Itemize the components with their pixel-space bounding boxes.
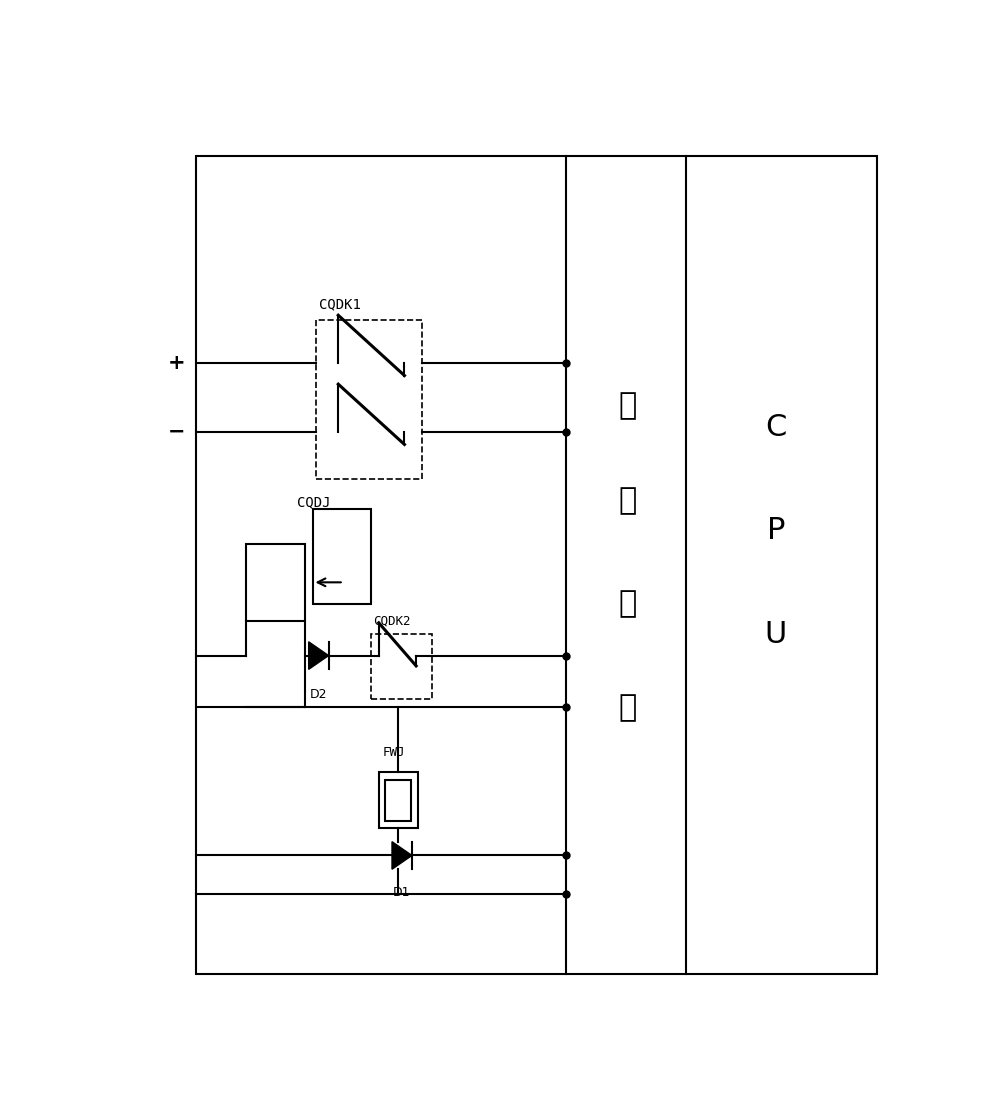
Bar	[313, 509, 371, 604]
Text: 源: 源	[619, 486, 637, 515]
Text: +: +	[168, 352, 185, 373]
Text: U: U	[765, 620, 787, 649]
Polygon shape	[309, 642, 329, 669]
Text: FWJ: FWJ	[383, 746, 405, 759]
Text: C: C	[765, 413, 787, 442]
Text: −: −	[168, 422, 185, 442]
Bar	[196, 156, 877, 975]
Bar	[371, 634, 432, 698]
Text: CQDK1: CQDK1	[319, 297, 361, 311]
Text: CQDK2: CQDK2	[373, 615, 411, 628]
Text: CQDJ: CQDJ	[297, 495, 331, 509]
Text: P: P	[767, 516, 785, 545]
Text: D2: D2	[310, 688, 328, 702]
Bar	[379, 772, 418, 828]
Bar	[246, 544, 305, 621]
Text: 插: 插	[619, 590, 637, 619]
Bar	[385, 780, 411, 821]
Text: 件: 件	[619, 693, 637, 722]
Text: 电: 电	[619, 392, 637, 421]
Polygon shape	[392, 841, 412, 869]
Bar	[317, 320, 422, 479]
Text: D1: D1	[393, 885, 411, 899]
